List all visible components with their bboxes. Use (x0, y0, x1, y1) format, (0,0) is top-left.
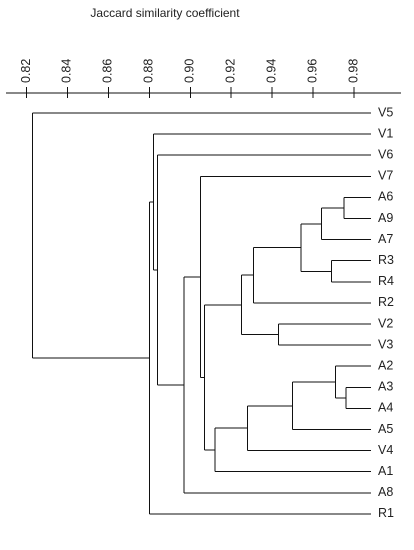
leaf-label-a7: A7 (378, 232, 393, 246)
leaf-label-v1: V1 (378, 126, 393, 140)
tick-label-4: 0.90 (183, 59, 197, 83)
leaf-label-a1: A1 (378, 464, 393, 478)
leaf-label-a3: A3 (378, 380, 393, 394)
leaf-label-v5: V5 (378, 105, 393, 119)
leaf-label-v7: V7 (378, 169, 393, 183)
leaf-label-r3: R3 (378, 253, 394, 267)
tick-label-0: 0.82 (19, 59, 33, 83)
dendrogram-branches (32, 112, 371, 515)
tick-label-6: 0.94 (264, 59, 278, 83)
leaf-labels: V5 V1 V6 V7 A6 A9 A7 R3 R4 R2 V2 V3 A2 A3 A4 A5 V4 A1 A8 R1 (378, 105, 394, 520)
tick-label-7: 0.96 (305, 59, 319, 83)
leaf-label-a8: A8 (378, 485, 393, 499)
leaf-label-a6: A6 (378, 190, 393, 204)
leaf-label-r1: R1 (378, 506, 394, 520)
leaf-label-r2: R2 (378, 295, 394, 309)
tick-label-5: 0.92 (224, 59, 238, 83)
leaf-label-a2: A2 (378, 358, 393, 372)
tick-label-1: 0.84 (60, 59, 74, 83)
axis-title: Jaccard similarity coefficient (90, 6, 240, 20)
leaf-label-v3: V3 (378, 337, 393, 351)
leaf-label-r4: R4 (378, 274, 394, 288)
tick-label-3: 0.88 (142, 59, 156, 83)
leaf-label-v2: V2 (378, 316, 393, 330)
axis-ticks: 0.82 0.84 0.86 0.88 0.90 0.92 0.94 0.96 0.98 (19, 59, 360, 98)
tick-label-2: 0.86 (101, 59, 115, 83)
leaf-label-a5: A5 (378, 422, 393, 436)
leaf-label-v6: V6 (378, 147, 393, 161)
tick-label-8: 0.98 (346, 59, 360, 83)
leaf-label-a4: A4 (378, 401, 393, 415)
leaf-label-v4: V4 (378, 443, 393, 457)
leaf-label-a9: A9 (378, 211, 393, 225)
